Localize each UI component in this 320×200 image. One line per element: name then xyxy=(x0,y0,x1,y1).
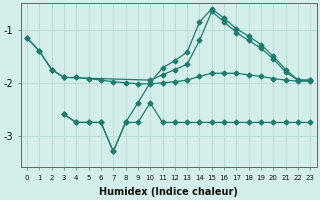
X-axis label: Humidex (Indice chaleur): Humidex (Indice chaleur) xyxy=(99,187,238,197)
